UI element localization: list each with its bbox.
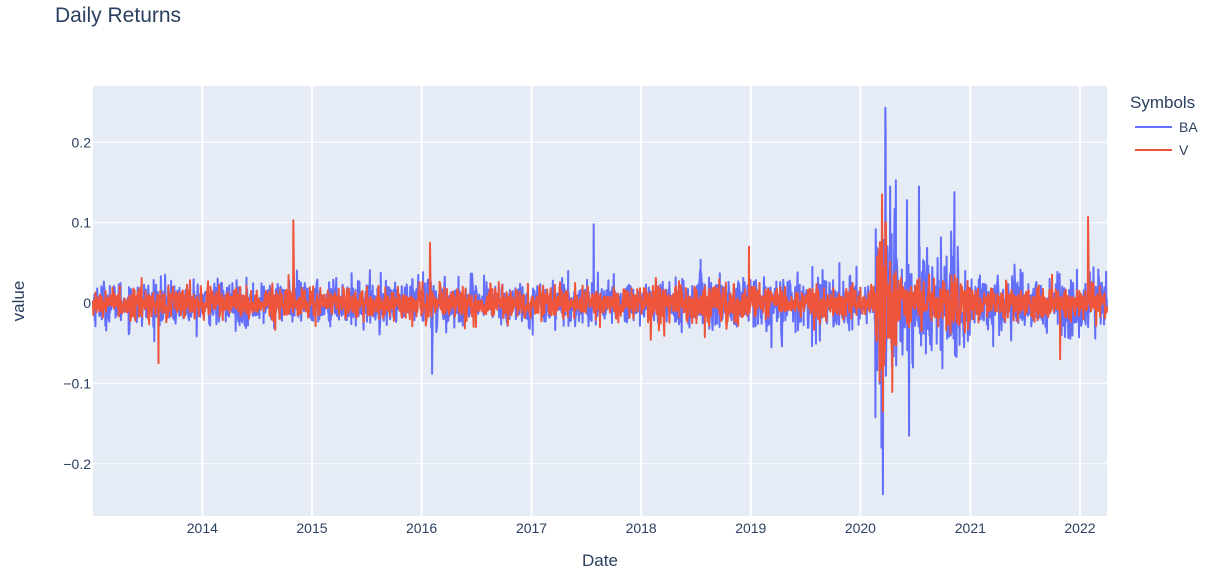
y-axis-title: value [9,281,28,322]
x-tick-label: 2016 [406,520,437,536]
legend-title: Symbols [1130,93,1195,112]
x-tick-label: 2022 [1064,520,1095,536]
x-tick-label: 2015 [296,520,327,536]
y-tick-label: −0.1 [63,375,91,391]
y-tick-label: 0.2 [72,134,92,150]
x-tick-label: 2018 [626,520,657,536]
x-tick-label: 2014 [187,520,218,536]
x-axis-title: Date [582,551,618,570]
y-tick-label: 0.1 [72,215,92,231]
chart-title: Daily Returns [55,4,181,27]
legend-label-v[interactable]: V [1179,142,1189,158]
legend-label-ba[interactable]: BA [1179,119,1198,135]
legend: Symbols BA V [1130,93,1198,158]
x-tick-label: 2017 [516,520,547,536]
x-tick-label: 2021 [955,520,986,536]
x-tick-label: 2020 [845,520,876,536]
series-layer [92,106,1108,496]
series-line-v[interactable] [92,193,1108,413]
x-tick-labels: 2014 2015 2016 2017 2018 2019 2020 2021 2022 [187,520,1096,536]
y-tick-labels: 0.2 0.1 0 −0.1 −0.2 [63,134,91,471]
y-tick-label: −0.2 [63,456,91,472]
x-tick-label: 2019 [735,520,766,536]
y-tick-label: 0 [83,295,91,311]
